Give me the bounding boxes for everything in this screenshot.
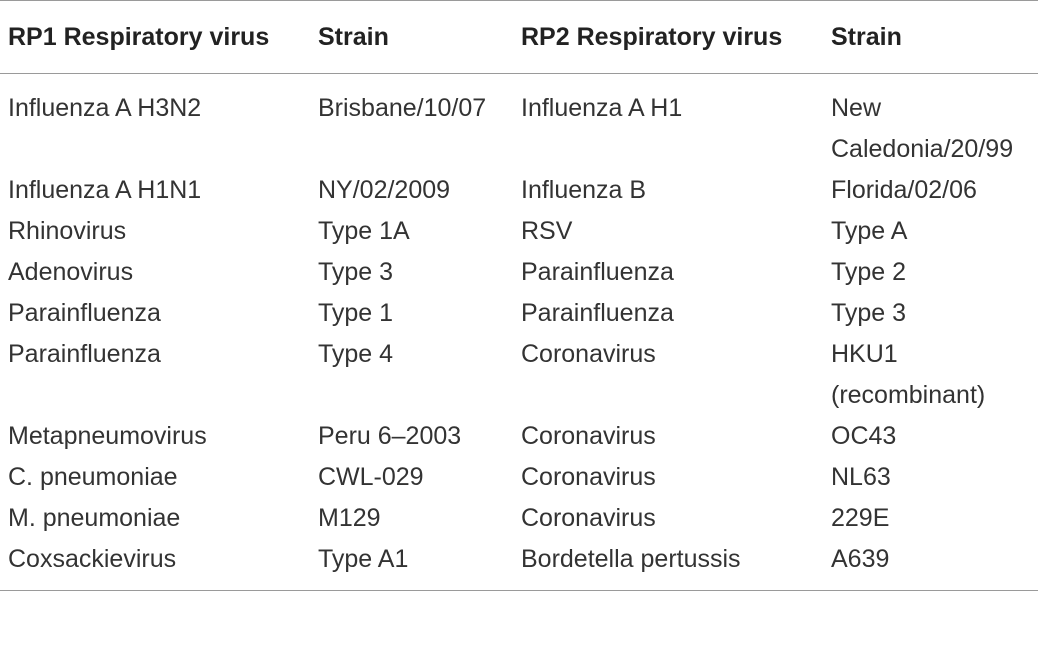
- rp1-strain-cell: Type 1A: [318, 217, 410, 245]
- rp2-strain-cell: New Caledonia/20/99: [831, 94, 1014, 163]
- rp1-virus-cell: Influenza A H3N2: [8, 94, 202, 122]
- rp1-virus-cell: Parainfluenza: [8, 340, 161, 368]
- rp2-strain-cell: OC43: [831, 422, 897, 450]
- rp2-strain-cell: HKU1 (recombinant): [831, 340, 986, 409]
- table-row: Adenovirus Type 3 Parainfluenza Type 2: [0, 252, 1038, 293]
- rp2-strain-cell: 229E: [831, 504, 890, 532]
- rp2-virus-cell: Coronavirus: [521, 463, 656, 491]
- rp2-strain-cell: NL63: [831, 463, 891, 491]
- rp2-virus-cell: Coronavirus: [521, 340, 656, 368]
- table-row: Parainfluenza Type 4 Coronavirus HKU1 (r…: [0, 334, 1038, 416]
- rp2-strain-cell: Type A: [831, 217, 908, 245]
- table-row: C. pneumoniae CWL-029 Coronavirus NL63: [0, 457, 1038, 498]
- rp1-virus-cell: Metapneumovirus: [8, 422, 207, 450]
- rp1-virus-cell: Adenovirus: [8, 258, 134, 286]
- rp2-virus-cell: Parainfluenza: [521, 299, 674, 327]
- rp1-strain-cell: Type 1: [318, 299, 394, 327]
- table-header-row: RP1 Respiratory virus Strain RP2 Respira…: [0, 0, 1038, 74]
- header-rp2-strain: Strain: [831, 22, 902, 51]
- table-row: Rhinovirus Type 1A RSV Type A: [0, 211, 1038, 252]
- rp2-strain-cell: Florida/02/06: [831, 176, 977, 204]
- rp1-virus-cell: C. pneumoniae: [8, 463, 178, 491]
- rp1-strain-cell: CWL-029: [318, 463, 424, 491]
- rp2-virus-cell: Coronavirus: [521, 504, 656, 532]
- header-rp2-virus: RP2 Respiratory virus: [521, 22, 783, 51]
- rp2-virus-cell: Parainfluenza: [521, 258, 674, 286]
- header-rp1-virus: RP1 Respiratory virus: [8, 22, 270, 51]
- rp1-strain-cell: Type 4: [318, 340, 394, 368]
- table-row: Parainfluenza Type 1 Parainfluenza Type …: [0, 293, 1038, 334]
- table-row: Influenza A H3N2 Brisbane/10/07 Influenz…: [0, 74, 1038, 171]
- rp1-strain-cell: Brisbane/10/07: [318, 94, 487, 122]
- table-row: M. pneumoniae M129 Coronavirus 229E: [0, 498, 1038, 539]
- rp1-strain-cell: NY/02/2009: [318, 176, 451, 204]
- rp1-virus-cell: Parainfluenza: [8, 299, 161, 327]
- rp1-virus-cell: M. pneumoniae: [8, 504, 181, 532]
- rp1-virus-cell: Coxsackievirus: [8, 545, 177, 573]
- header-rp1-strain: Strain: [318, 22, 389, 51]
- rp2-strain-cell: A639: [831, 545, 890, 573]
- rp2-strain-cell: Type 2: [831, 258, 907, 286]
- rp2-strain-cell: Type 3: [831, 299, 907, 327]
- rp1-strain-cell: M129: [318, 504, 381, 532]
- rp1-strain-cell: Type 3: [318, 258, 394, 286]
- virus-strain-table: RP1 Respiratory virus Strain RP2 Respira…: [0, 0, 1038, 591]
- rp1-virus-cell: Rhinovirus: [8, 217, 127, 245]
- rp1-strain-cell: Peru 6–2003: [318, 422, 462, 450]
- table-row: Metapneumovirus Peru 6–2003 Coronavirus …: [0, 416, 1038, 457]
- table-row: Influenza A H1N1 NY/02/2009 Influenza B …: [0, 170, 1038, 211]
- table-row: Coxsackievirus Type A1 Bordetella pertus…: [0, 539, 1038, 591]
- rp2-virus-cell: Influenza A H1: [521, 94, 683, 122]
- rp2-virus-cell: Influenza B: [521, 176, 647, 204]
- rp1-virus-cell: Influenza A H1N1: [8, 176, 202, 204]
- rp2-virus-cell: RSV: [521, 217, 573, 245]
- rp2-virus-cell: Bordetella pertussis: [521, 545, 741, 573]
- rp1-strain-cell: Type A1: [318, 545, 409, 573]
- rp2-virus-cell: Coronavirus: [521, 422, 656, 450]
